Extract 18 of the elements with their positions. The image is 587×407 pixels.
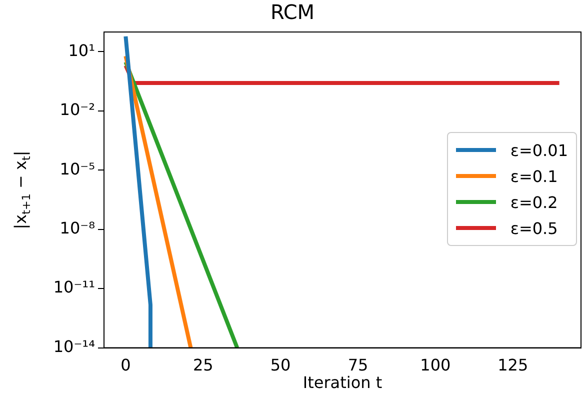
legend-label: ε=0.2 [510, 192, 558, 212]
x-tick-label: 50 [270, 356, 291, 375]
y-tick-label: 10⁻⁵ [60, 159, 95, 178]
y-tick-label: 10⁻¹¹ [53, 278, 95, 297]
x-tick-label: 0 [120, 356, 131, 375]
y-tick-label: 10⁻¹⁴ [53, 336, 95, 356]
x-tick-label: 25 [192, 356, 214, 375]
x-tick-label: 100 [420, 356, 451, 375]
legend-label: ε=0.01 [510, 140, 568, 160]
y-tick-label: 10¹ [68, 40, 95, 60]
x-tick-label: 125 [498, 356, 528, 375]
y-tick-label: 10⁻² [60, 100, 95, 120]
x-tick-label: 75 [348, 356, 368, 375]
legend-label: ε=0.1 [510, 166, 558, 186]
x-axis-title: Iteration t [302, 373, 382, 392]
legend-label: ε=0.5 [510, 218, 558, 238]
chart-title: RCM [270, 0, 315, 24]
y-tick-label: 10⁻⁸ [60, 218, 95, 238]
